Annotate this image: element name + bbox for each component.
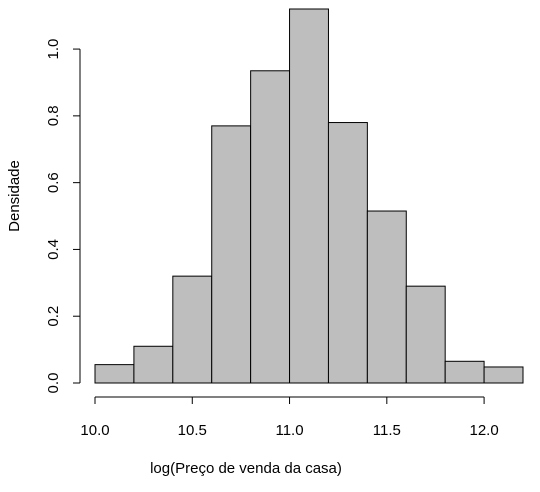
- x-tick-label: 11.5: [373, 422, 401, 439]
- x-tick-label: 11.0: [275, 422, 303, 439]
- y-tick-label: 1.0: [45, 39, 62, 60]
- bars-group: [94, 8, 524, 384]
- histogram-bar: [366, 210, 407, 384]
- histogram-bar: [211, 125, 252, 384]
- histogram-bar: [405, 285, 446, 384]
- histogram-bar: [250, 70, 291, 384]
- histogram-bar: [94, 364, 135, 384]
- histogram-bar: [172, 275, 213, 384]
- y-tick-label: 0.4: [45, 239, 62, 260]
- histogram-bar: [444, 360, 485, 384]
- histogram-bar: [327, 122, 368, 384]
- x-axis: 10.0 10.5 11.0 11.5 12.0: [80, 396, 499, 439]
- histogram-bar: [133, 345, 174, 384]
- y-axis: 0.0 0.2 0.4 0.6 0.8 1.0: [45, 39, 81, 394]
- y-tick-label: 0.8: [45, 105, 62, 126]
- histogram-bar: [289, 8, 329, 384]
- y-tick-label: 0.2: [45, 306, 62, 327]
- y-axis-label: Densidade: [6, 160, 23, 232]
- histogram-bar: [483, 366, 524, 384]
- x-tick-label: 10.0: [80, 422, 109, 439]
- x-axis-label: log(Preço de venda da casa): [150, 460, 342, 477]
- x-tick-label: 12.0: [469, 422, 498, 439]
- y-tick-label: 0.0: [45, 373, 62, 394]
- y-tick-label: 0.6: [45, 172, 62, 193]
- x-tick-label: 10.5: [178, 422, 207, 439]
